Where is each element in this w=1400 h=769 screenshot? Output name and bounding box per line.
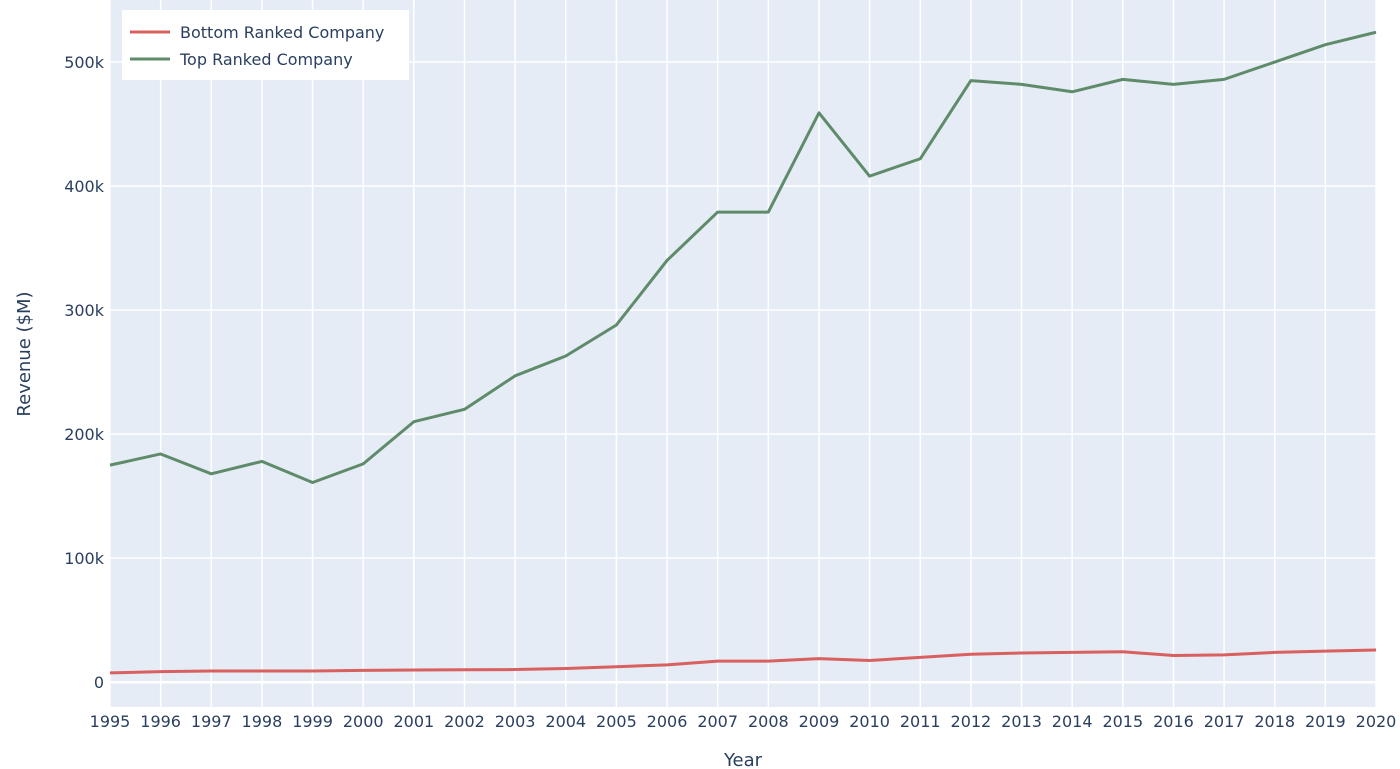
y-tick-label: 100k — [64, 549, 105, 568]
x-tick-label: 2020 — [1356, 712, 1397, 731]
data-point[interactable] — [1271, 648, 1279, 656]
data-point[interactable] — [1372, 28, 1380, 36]
data-point[interactable] — [1321, 647, 1329, 655]
data-point[interactable] — [359, 460, 367, 468]
data-point[interactable] — [764, 208, 772, 216]
data-point[interactable] — [106, 669, 114, 677]
data-point[interactable] — [612, 321, 620, 329]
data-point[interactable] — [866, 656, 874, 664]
x-tick-label: 2013 — [1001, 712, 1042, 731]
data-point[interactable] — [967, 650, 975, 658]
data-point[interactable] — [410, 418, 418, 426]
data-point[interactable] — [967, 77, 975, 85]
y-axis-title: Revenue ($M) — [14, 291, 35, 416]
data-point[interactable] — [207, 667, 215, 675]
data-point[interactable] — [1321, 41, 1329, 49]
x-tick-label: 2004 — [545, 712, 586, 731]
x-tick-label: 2002 — [444, 712, 485, 731]
data-point[interactable] — [1068, 88, 1076, 96]
data-point[interactable] — [1220, 75, 1228, 83]
x-tick-label: 2016 — [1153, 712, 1194, 731]
data-point[interactable] — [562, 665, 570, 673]
data-point[interactable] — [460, 405, 468, 413]
x-tick-label: 2011 — [900, 712, 941, 731]
y-tick-label: 200k — [64, 425, 105, 444]
series-line-bottom-ranked — [109, 648, 1377, 675]
x-tick-label: 2003 — [495, 712, 536, 731]
x-tick-label: 2001 — [393, 712, 434, 731]
data-point[interactable] — [511, 666, 519, 674]
data-point[interactable] — [410, 666, 418, 674]
x-tick-label: 2018 — [1254, 712, 1295, 731]
data-point[interactable] — [460, 666, 468, 674]
plot-area — [110, 0, 1376, 707]
x-tick-label: 2010 — [849, 712, 890, 731]
data-point[interactable] — [1169, 652, 1177, 660]
y-tick-label: 300k — [64, 301, 105, 320]
data-point[interactable] — [1372, 646, 1380, 654]
series-lines — [106, 28, 1380, 677]
data-point[interactable] — [815, 109, 823, 117]
x-axis-title: Year — [723, 750, 763, 769]
data-point[interactable] — [359, 666, 367, 674]
data-point[interactable] — [714, 208, 722, 216]
legend-box — [122, 10, 409, 80]
x-tick-label: 1996 — [140, 712, 181, 731]
data-point[interactable] — [207, 470, 215, 478]
data-point[interactable] — [106, 461, 114, 469]
x-tick-label: 1997 — [191, 712, 232, 731]
data-point[interactable] — [1119, 648, 1127, 656]
data-point[interactable] — [1220, 651, 1228, 659]
series-line-top-ranked — [109, 30, 1377, 484]
data-point[interactable] — [815, 655, 823, 663]
data-point[interactable] — [157, 668, 165, 676]
data-point[interactable] — [916, 653, 924, 661]
data-point[interactable] — [258, 667, 266, 675]
x-tick-label: 2000 — [343, 712, 384, 731]
x-tick-label: 1995 — [90, 712, 131, 731]
data-point[interactable] — [1068, 648, 1076, 656]
data-point[interactable] — [1119, 75, 1127, 83]
legend-label-top-ranked[interactable]: Top Ranked Company — [179, 50, 353, 69]
grid-lines — [109, 0, 1377, 707]
data-point[interactable] — [1169, 80, 1177, 88]
data-point[interactable] — [663, 256, 671, 264]
data-point[interactable] — [663, 661, 671, 669]
data-point[interactable] — [764, 657, 772, 665]
y-tick-label: 400k — [64, 177, 105, 196]
data-point[interactable] — [309, 667, 317, 675]
data-point[interactable] — [612, 663, 620, 671]
data-point[interactable] — [511, 372, 519, 380]
x-tick-label: 1998 — [242, 712, 283, 731]
x-tick-label: 2014 — [1052, 712, 1093, 731]
x-tick-label: 2019 — [1305, 712, 1346, 731]
y-axis-ticks: 0 100k 200k 300k 400k 500k — [64, 53, 105, 692]
x-tick-label: 2009 — [799, 712, 840, 731]
x-tick-label: 2007 — [697, 712, 738, 731]
x-tick-label: 2008 — [748, 712, 789, 731]
data-point[interactable] — [916, 155, 924, 163]
y-tick-label: 0 — [94, 673, 104, 692]
data-point[interactable] — [714, 657, 722, 665]
data-point[interactable] — [258, 457, 266, 465]
x-tick-label: 2017 — [1204, 712, 1245, 731]
data-point[interactable] — [1018, 80, 1026, 88]
x-tick-label: 2005 — [596, 712, 637, 731]
data-point[interactable] — [866, 172, 874, 180]
x-tick-label: 2006 — [647, 712, 688, 731]
data-point[interactable] — [562, 352, 570, 360]
x-tick-label: 2012 — [951, 712, 992, 731]
data-point[interactable] — [1271, 58, 1279, 66]
legend-label-bottom-ranked[interactable]: Bottom Ranked Company — [180, 23, 384, 42]
x-tick-label: 1999 — [292, 712, 333, 731]
data-point[interactable] — [1018, 649, 1026, 657]
data-point[interactable] — [157, 450, 165, 458]
x-axis-ticks: 1995 1996 1997 1998 1999 2000 2001 2002 2003 2004… — [90, 712, 1397, 731]
x-tick-label: 2015 — [1102, 712, 1143, 731]
y-tick-label: 500k — [64, 53, 105, 72]
legend[interactable]: Bottom Ranked Company Top Ranked Company — [122, 10, 409, 80]
data-point[interactable] — [309, 478, 317, 486]
